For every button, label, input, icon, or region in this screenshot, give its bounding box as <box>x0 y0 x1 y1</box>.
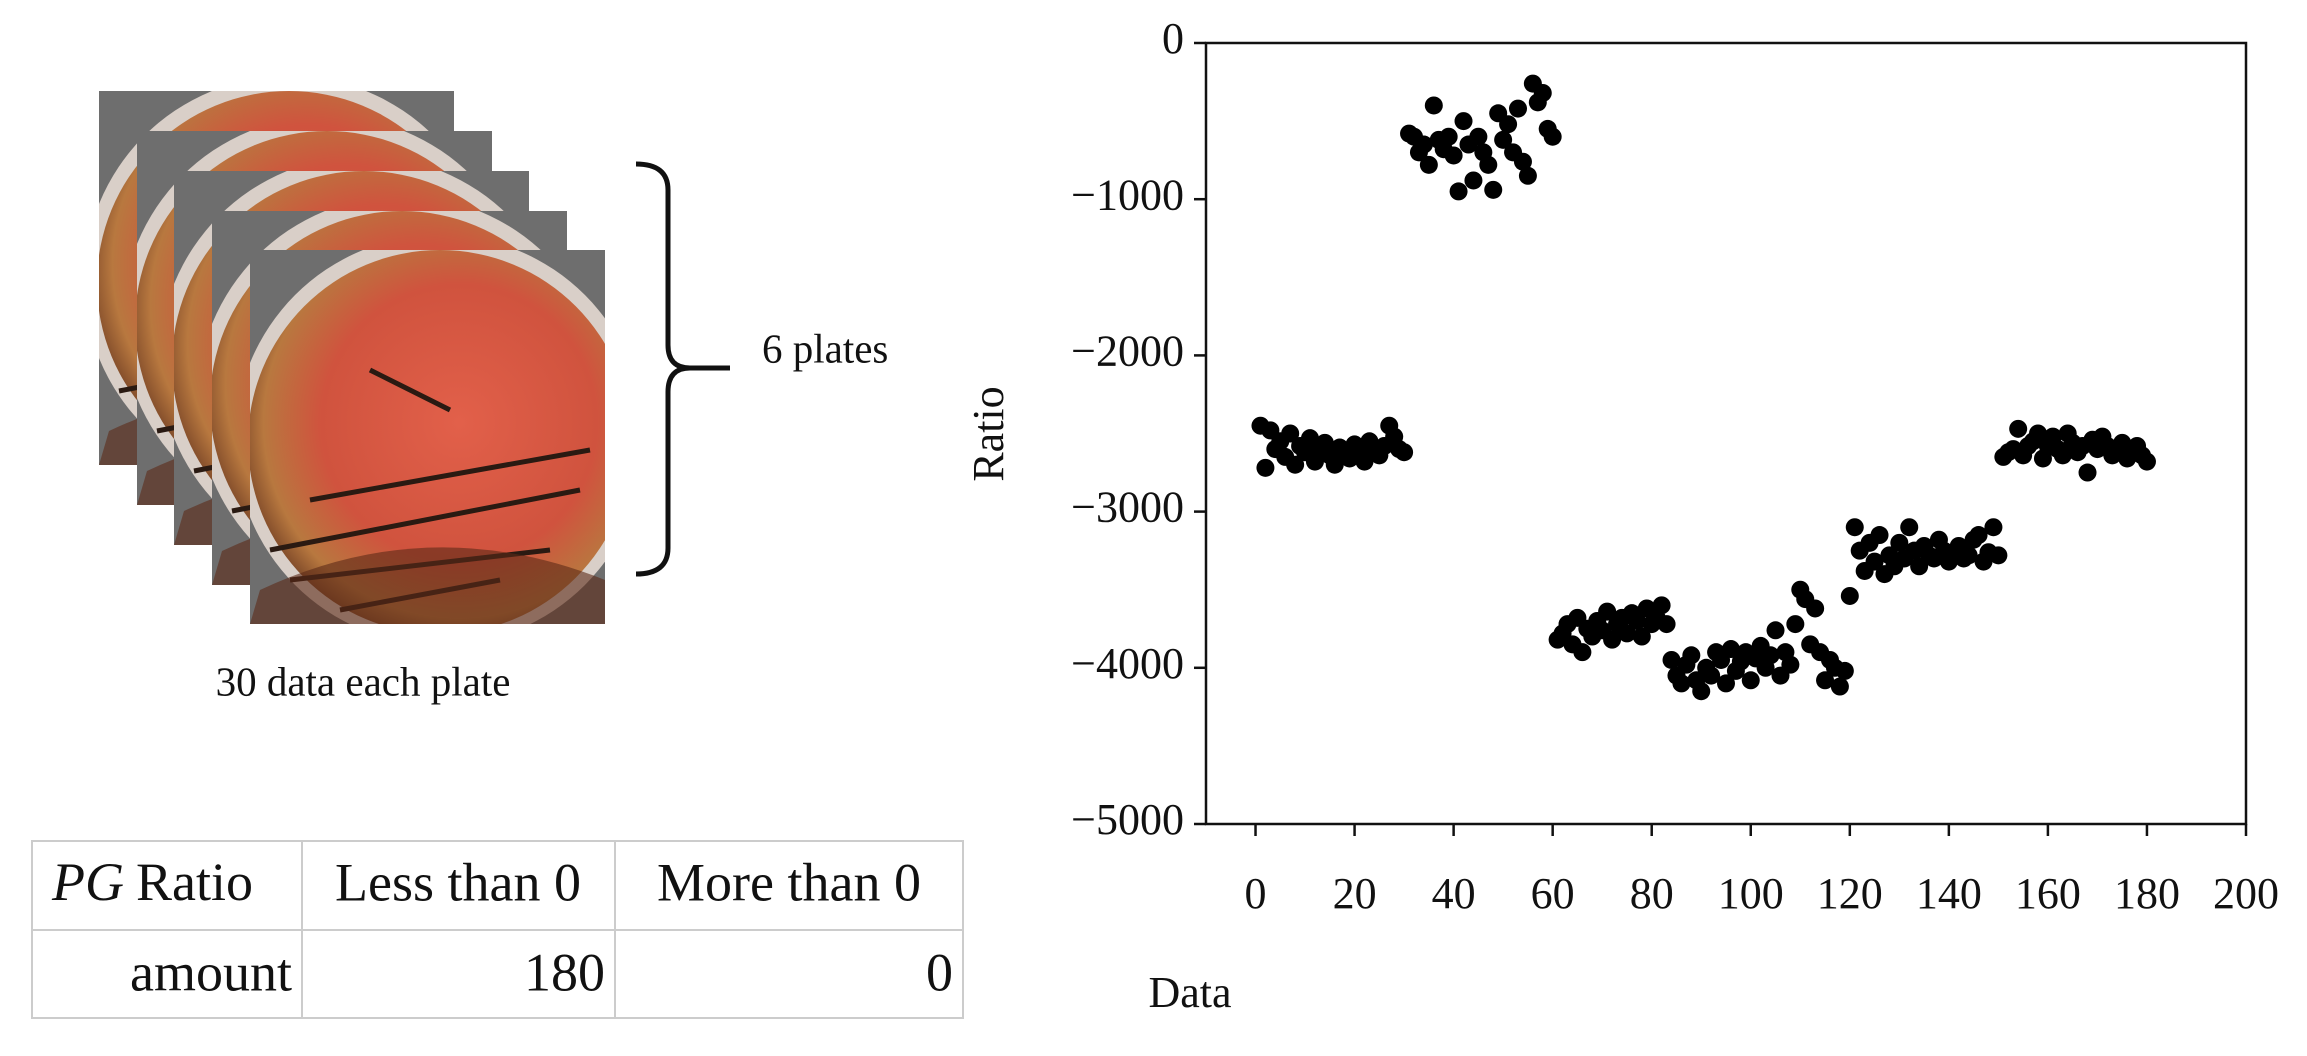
y-tick-label: −1000 <box>1071 170 1184 219</box>
plot-frame <box>1204 41 2248 826</box>
data-point <box>1959 546 1978 565</box>
data-point <box>1721 640 1740 659</box>
data-point <box>1627 611 1646 630</box>
data-point <box>1865 552 1884 571</box>
data-point <box>1573 643 1592 662</box>
y-tick-label: −4000 <box>1071 639 1184 688</box>
x-tick-label: 100 <box>1718 869 1784 918</box>
data-point <box>1419 155 1438 174</box>
data-point <box>1494 130 1513 149</box>
plate-stack <box>84 76 645 645</box>
data-point <box>1444 146 1463 165</box>
data-point <box>1781 655 1800 674</box>
data-point <box>1355 452 1374 471</box>
data-point <box>1816 671 1835 690</box>
data-point <box>1533 83 1552 102</box>
x-axis-label: Data <box>1148 968 1231 1017</box>
data-point <box>1632 627 1651 646</box>
data-point <box>2029 424 2047 443</box>
brace <box>635 161 691 577</box>
data-point <box>1513 152 1532 171</box>
data-point <box>1256 458 1275 477</box>
data-point <box>1741 671 1760 690</box>
data-point <box>1766 621 1785 640</box>
data-point <box>1395 443 1414 462</box>
data-point <box>2053 446 2072 465</box>
data-point <box>1479 155 1498 174</box>
data-point <box>1325 455 1344 474</box>
data-point <box>1509 99 1527 118</box>
data-point <box>1870 526 1889 545</box>
data-point <box>1598 602 1617 621</box>
brace-label: 6 plates <box>762 325 888 371</box>
table <box>31 840 964 1019</box>
data-point <box>1662 650 1681 669</box>
caption: 30 data each plate <box>216 658 511 704</box>
table-header: Less than 0 <box>335 852 581 912</box>
data-point <box>1969 526 1988 545</box>
data-point <box>1454 112 1473 131</box>
data-point <box>1682 646 1701 665</box>
data-point <box>1989 546 2008 565</box>
data-point <box>1414 135 1433 154</box>
header-italic: PG <box>51 852 124 912</box>
y-axis-label: Ratio <box>964 386 1013 481</box>
x-tick-label: 0 <box>1245 869 1267 918</box>
data-point <box>2009 419 2028 438</box>
data-point <box>1900 518 1919 537</box>
data-point <box>1439 127 1458 146</box>
data-point <box>1761 646 1780 665</box>
data-point <box>1702 666 1721 685</box>
y-tick-label: −5000 <box>1071 795 1184 844</box>
data-point <box>1835 661 1854 680</box>
data-point <box>1543 127 1562 146</box>
y-tick-label: −3000 <box>1071 483 1184 532</box>
data-point <box>1281 424 1300 443</box>
data-point <box>1984 518 2003 537</box>
x-tick-label: 60 <box>1531 869 1575 918</box>
table-cell: 0 <box>926 942 953 1002</box>
data-point <box>1424 96 1443 115</box>
table-header: PG Ratio <box>51 852 253 912</box>
data-point <box>1286 455 1305 474</box>
data-point <box>1657 615 1676 634</box>
x-tick-label: 40 <box>1432 869 1476 918</box>
data-point <box>1464 171 1483 190</box>
x-tick-label: 120 <box>1817 869 1883 918</box>
data-point <box>1830 677 1849 696</box>
data-point <box>2078 463 2097 482</box>
data-point <box>2137 452 2156 471</box>
data-point <box>1518 166 1537 185</box>
table-cell: 180 <box>524 942 605 1002</box>
x-tick-label: 20 <box>1333 869 1377 918</box>
x-tick-label: 180 <box>2114 869 2180 918</box>
x-tick-label: 80 <box>1630 869 1674 918</box>
x-tick-label: 160 <box>2015 869 2081 918</box>
data-point <box>1449 182 1468 201</box>
y-tick-label: −2000 <box>1071 326 1184 375</box>
table-cell: amount <box>130 942 292 1002</box>
data-point <box>1484 180 1503 199</box>
data-point <box>1672 674 1691 693</box>
data-point <box>1652 596 1671 615</box>
data-point <box>1692 682 1711 701</box>
x-tick-label: 140 <box>1916 869 1982 918</box>
data-point <box>1499 115 1518 134</box>
data-point <box>1890 533 1909 552</box>
data-point <box>1617 624 1636 643</box>
data-point <box>1717 674 1735 693</box>
data-point <box>1603 630 1622 649</box>
table-header: More than 0 <box>657 852 921 912</box>
data-point <box>1845 518 1864 537</box>
y-tick-label: 0 <box>1162 14 1184 63</box>
x-tick-label: 200 <box>2213 869 2279 918</box>
plate-photo <box>235 235 645 645</box>
data-point <box>1840 586 1859 605</box>
data-point <box>1786 615 1805 634</box>
data-point <box>1806 599 1825 618</box>
header-text: Ratio <box>136 852 253 912</box>
data-point <box>1469 127 1488 146</box>
